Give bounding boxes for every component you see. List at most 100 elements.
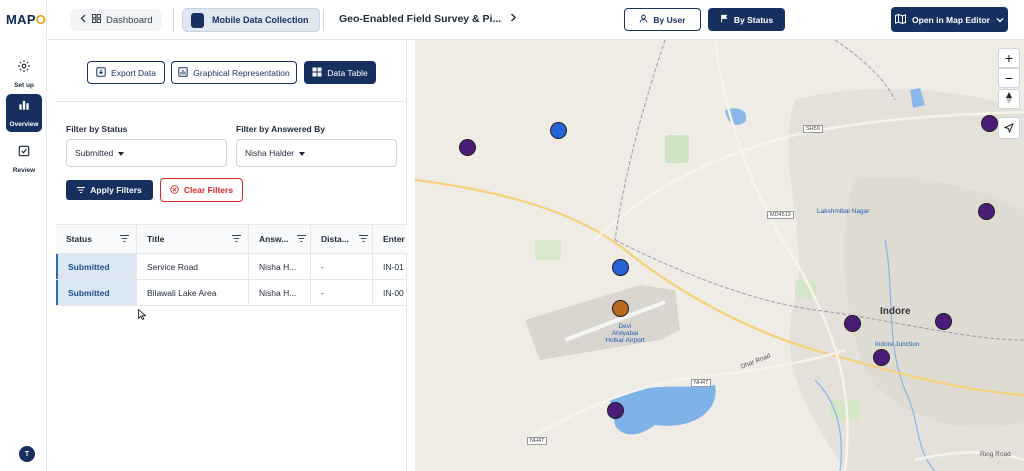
rail-item-review[interactable]: Review <box>6 140 42 178</box>
bar-chart-icon <box>17 98 31 117</box>
top-bar: Dashboard Mobile Data Collection Geo-Ena… <box>47 0 1024 40</box>
mobile-icon <box>191 12 204 28</box>
map-pin-purple[interactable] <box>607 402 624 419</box>
answered-by-cell[interactable]: Nisha H... <box>249 280 311 305</box>
distance-cell[interactable]: - <box>311 280 373 305</box>
column-header-status[interactable]: Status <box>56 225 137 253</box>
filter-answered-label: Filter by Answered By <box>236 124 325 134</box>
label-lakshmibai-nagar: Lakshmibai Nagar <box>817 208 870 215</box>
dashboard-label: Dashboard <box>106 14 153 26</box>
answered-by-select[interactable]: Nisha Halder <box>236 139 397 167</box>
status-cell[interactable]: Submitted <box>56 280 137 305</box>
chevron-right-icon <box>510 13 517 25</box>
map-pin-blue[interactable] <box>550 122 567 139</box>
table-icon <box>312 67 322 79</box>
table-row[interactable]: Submitted Bilawali Lake Area Nisha H... … <box>56 280 407 306</box>
label-airport: Devi Ahilyabai Holkar Airport <box>605 323 645 344</box>
clear-icon <box>170 184 179 196</box>
gear-icon <box>17 59 31 78</box>
zoom-in-button[interactable]: + <box>998 48 1020 68</box>
project-breadcrumb[interactable]: Mobile Data Collection <box>182 8 320 32</box>
column-header-title[interactable]: Title <box>137 225 249 253</box>
data-table: Status Title Answ... Dista... Enter Subm… <box>56 224 407 306</box>
divider <box>173 9 174 31</box>
by-status-button[interactable]: By Status <box>708 8 785 31</box>
map-basemap <box>415 40 1024 471</box>
by-user-button[interactable]: By User <box>624 8 701 31</box>
zoom-out-button[interactable]: − <box>998 68 1020 88</box>
answered-by-cell[interactable]: Nisha H... <box>249 254 311 279</box>
status-select-value: Submitted <box>75 148 114 158</box>
answered-by-select-value: Nisha Halder <box>245 148 295 158</box>
filter-icon[interactable] <box>359 234 368 244</box>
left-rail: MAPOG Set up Overview Review T <box>0 0 56 471</box>
rail-item-setup[interactable]: Set up <box>6 55 42 93</box>
filter-icon[interactable] <box>232 234 241 244</box>
tab-label: Export Data <box>111 67 156 78</box>
dashboard-breadcrumb[interactable]: Dashboard <box>70 9 163 31</box>
map-pin-purple[interactable] <box>844 315 861 332</box>
map-pin-blue[interactable] <box>612 259 629 276</box>
map-icon <box>895 13 907 26</box>
grid-icon <box>92 14 101 26</box>
filter-icon[interactable] <box>120 234 129 244</box>
divider <box>323 9 324 31</box>
map-view[interactable]: SH59 MD4513 Lakshmibai Nagar Indore Indo… <box>415 40 1024 471</box>
compass-button[interactable] <box>998 89 1020 109</box>
chevron-down-icon <box>996 15 1004 25</box>
open-map-label: Open in Map Editor <box>912 14 990 25</box>
data-panel: Export Data Graphical Representation Dat… <box>56 40 407 471</box>
mouse-cursor-icon <box>138 307 147 325</box>
flag-icon <box>720 14 729 25</box>
user-icon <box>639 14 648 25</box>
road-label-md4513: MD4513 <box>767 211 794 219</box>
table-row[interactable]: Submitted Service Road Nisha H... - IN-0… <box>56 254 407 280</box>
filter-icon[interactable] <box>297 234 306 244</box>
road-label-nh47: NH47 <box>691 379 712 387</box>
title-cell[interactable]: Bilawali Lake Area <box>137 280 249 305</box>
project-label: Mobile Data Collection <box>212 15 309 25</box>
open-map-editor-button[interactable]: Open in Map Editor <box>891 7 1008 32</box>
rail-item-label: Review <box>12 167 36 174</box>
map-pin-purple[interactable] <box>935 313 952 330</box>
compass-icon <box>1005 91 1013 107</box>
clear-filters-button[interactable]: Clear Filters <box>160 178 243 202</box>
map-pin-purple[interactable] <box>978 203 995 220</box>
rail-item-label: Set up <box>14 82 34 89</box>
road-label-ring-road: Ring Road <box>980 451 1011 458</box>
view-tabs: Export Data Graphical Representation Dat… <box>56 40 407 102</box>
tab-data-table[interactable]: Data Table <box>304 61 376 84</box>
tab-graphical-representation[interactable]: Graphical Representation <box>171 61 297 84</box>
enter-cell[interactable]: IN-00 <box>383 287 404 298</box>
rail-item-overview[interactable]: Overview <box>6 94 42 132</box>
status-select[interactable]: Submitted <box>66 139 227 167</box>
status-cell[interactable]: Submitted <box>56 254 137 279</box>
page-title[interactable]: Geo-Enabled Field Survey & Pi... <box>339 13 517 25</box>
chevron-left-icon <box>80 14 87 26</box>
tab-label: Graphical Representation <box>193 67 290 78</box>
road-label-nh47: NH47 <box>527 437 548 445</box>
map-pin-purple[interactable] <box>981 115 998 132</box>
chart-icon <box>178 66 188 79</box>
table-header: Status Title Answ... Dista... Enter <box>56 225 407 254</box>
map-pin-purple[interactable] <box>459 139 476 156</box>
by-status-label: By Status <box>733 14 774 25</box>
location-arrow-icon <box>1003 120 1014 136</box>
locate-button[interactable] <box>998 117 1020 139</box>
checkbox-icon <box>17 144 31 163</box>
column-header-answered-by[interactable]: Answ... <box>249 225 311 253</box>
caret-down-icon <box>118 148 125 158</box>
map-pin-orange[interactable] <box>612 300 629 317</box>
page-title-text: Geo-Enabled Field Survey & Pi... <box>339 13 502 25</box>
title-cell[interactable]: Service Road <box>137 254 249 279</box>
distance-cell[interactable]: - <box>311 254 373 279</box>
apply-filters-button[interactable]: Apply Filters <box>66 180 153 200</box>
tab-export-data[interactable]: Export Data <box>87 61 165 84</box>
avatar[interactable]: T <box>19 446 35 462</box>
map-pin-purple[interactable] <box>873 349 890 366</box>
column-header-enter[interactable]: Enter <box>383 234 405 244</box>
enter-cell[interactable]: IN-01 <box>383 261 404 272</box>
road-label-sh59: SH59 <box>803 125 823 133</box>
column-header-distance[interactable]: Dista... <box>311 225 373 253</box>
caret-down-icon <box>299 148 306 158</box>
